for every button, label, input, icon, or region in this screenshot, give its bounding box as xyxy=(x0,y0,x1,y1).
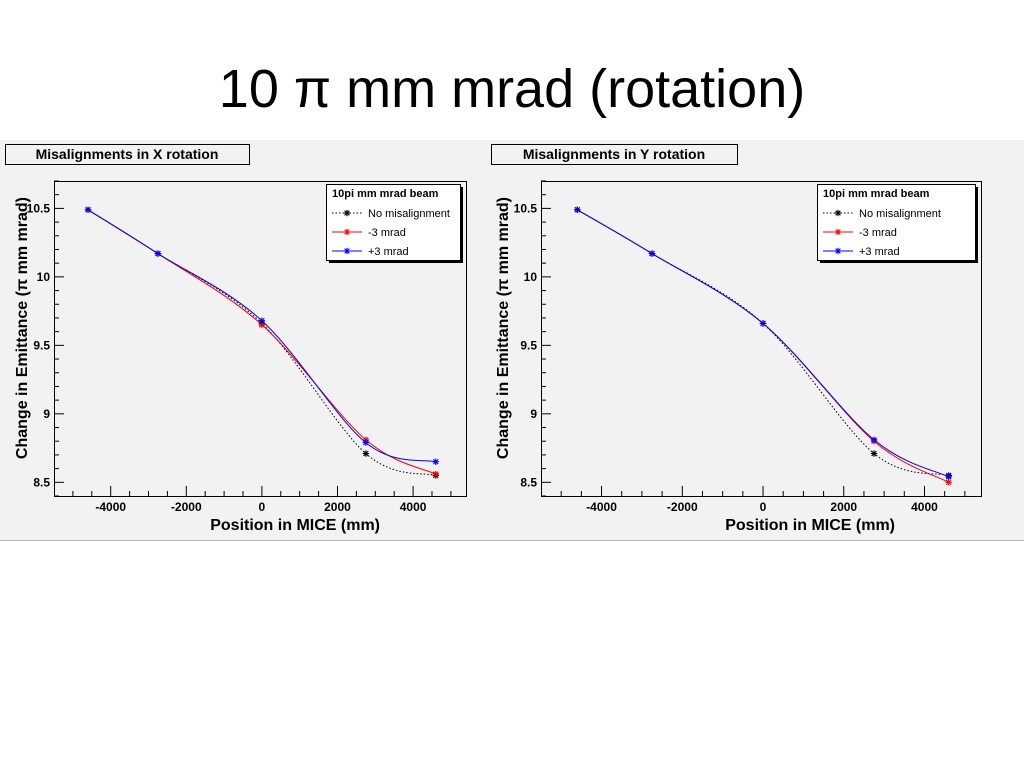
y-tick-label: 8.5 xyxy=(520,475,537,489)
y-tick-label: 8.5 xyxy=(33,475,50,489)
y-tick-label: 10 xyxy=(524,270,538,284)
legend-marker-2 xyxy=(343,228,351,236)
chart-y-rotation: Misalignments in Y rotation 8.5 9 9.5 10 10.5… xyxy=(491,144,982,534)
y-tick-label: 10 xyxy=(37,270,51,284)
y-axis-title: Change in Emittance (π mm mrad) xyxy=(495,197,512,459)
x-tick-label: 4000 xyxy=(911,500,938,514)
y-axis-title: Change in Emittance (π mm mrad) xyxy=(14,197,31,459)
legend-entry-1: No misalignment xyxy=(859,208,941,220)
plot-title-box xyxy=(5,144,250,165)
series-3-point xyxy=(258,317,266,324)
legend-header: 10pi mm mrad beam xyxy=(823,188,930,200)
y-tick-label: 10.5 xyxy=(27,201,51,215)
legend-entry-3: +3 mrad xyxy=(859,246,900,258)
series-3-point xyxy=(362,439,370,446)
x-tick-label: -4000 xyxy=(586,500,617,514)
legend-entry-3: +3 mrad xyxy=(368,246,409,258)
legend-entry-2: -3 mrad xyxy=(859,227,897,239)
x-axis-title: Position in MICE (mm) xyxy=(725,517,895,534)
series-3-point xyxy=(84,206,92,213)
plot-title: Misalignments in Y rotation xyxy=(523,146,705,162)
legend-entry-1: No misalignment xyxy=(368,208,450,220)
chart-x-rotation: Misalignments in X rotation 8.5 9 9.5 10 10.5… xyxy=(5,144,467,534)
y-tick-label: 9.5 xyxy=(520,338,537,352)
x-tick-label: 0 xyxy=(259,500,266,514)
series-3-point xyxy=(945,473,952,481)
series-3-point xyxy=(154,250,162,257)
series-3-point xyxy=(870,436,878,444)
chart-panel-y-rotation: Misalignments in Y rotation 8.5 9 9.5 10 10.5… xyxy=(488,140,1024,541)
y-tick-label: 9 xyxy=(43,407,50,421)
legend-marker-1 xyxy=(343,209,351,217)
series-1-point xyxy=(870,450,878,457)
series-2-point xyxy=(432,470,439,478)
legend-marker-2 xyxy=(834,228,842,236)
x-tick-label: -4000 xyxy=(95,500,126,514)
series-2-point xyxy=(945,479,952,486)
x-tick-label: -2000 xyxy=(171,500,202,514)
legend-header: 10pi mm mrad beam xyxy=(332,188,439,200)
plot-title: Misalignments in X rotation xyxy=(36,146,219,162)
legend-box xyxy=(817,184,976,261)
legend-entry-2: -3 mrad xyxy=(368,227,406,239)
series-1-point xyxy=(362,450,370,457)
x-tick-label: 2000 xyxy=(324,500,351,514)
y-tick-label: 9.5 xyxy=(33,338,50,352)
legend-marker-3 xyxy=(343,247,351,255)
y-tick-label: 9 xyxy=(530,407,537,421)
x-axis-title: Position in MICE (mm) xyxy=(210,517,380,534)
legend-marker-1 xyxy=(834,209,842,217)
x-tick-label: 0 xyxy=(760,500,767,514)
series-3-point xyxy=(648,250,656,257)
y-tick-label: 10.5 xyxy=(514,201,538,215)
series-3-point xyxy=(574,206,581,213)
series-3-point xyxy=(432,458,439,465)
x-tick-label: 2000 xyxy=(830,500,857,514)
legend-box xyxy=(326,184,461,261)
x-tick-label: 4000 xyxy=(400,500,427,514)
slide-title: 10 π mm mrad (rotation) xyxy=(218,59,806,119)
chart-panel-x-rotation: Misalignments in X rotation 8.5 9 9.5 10 10.5… xyxy=(0,140,488,541)
plot-title-box xyxy=(491,144,738,165)
series-3-point xyxy=(759,320,767,327)
x-tick-label: -2000 xyxy=(667,500,698,514)
legend-marker-3 xyxy=(834,247,842,255)
